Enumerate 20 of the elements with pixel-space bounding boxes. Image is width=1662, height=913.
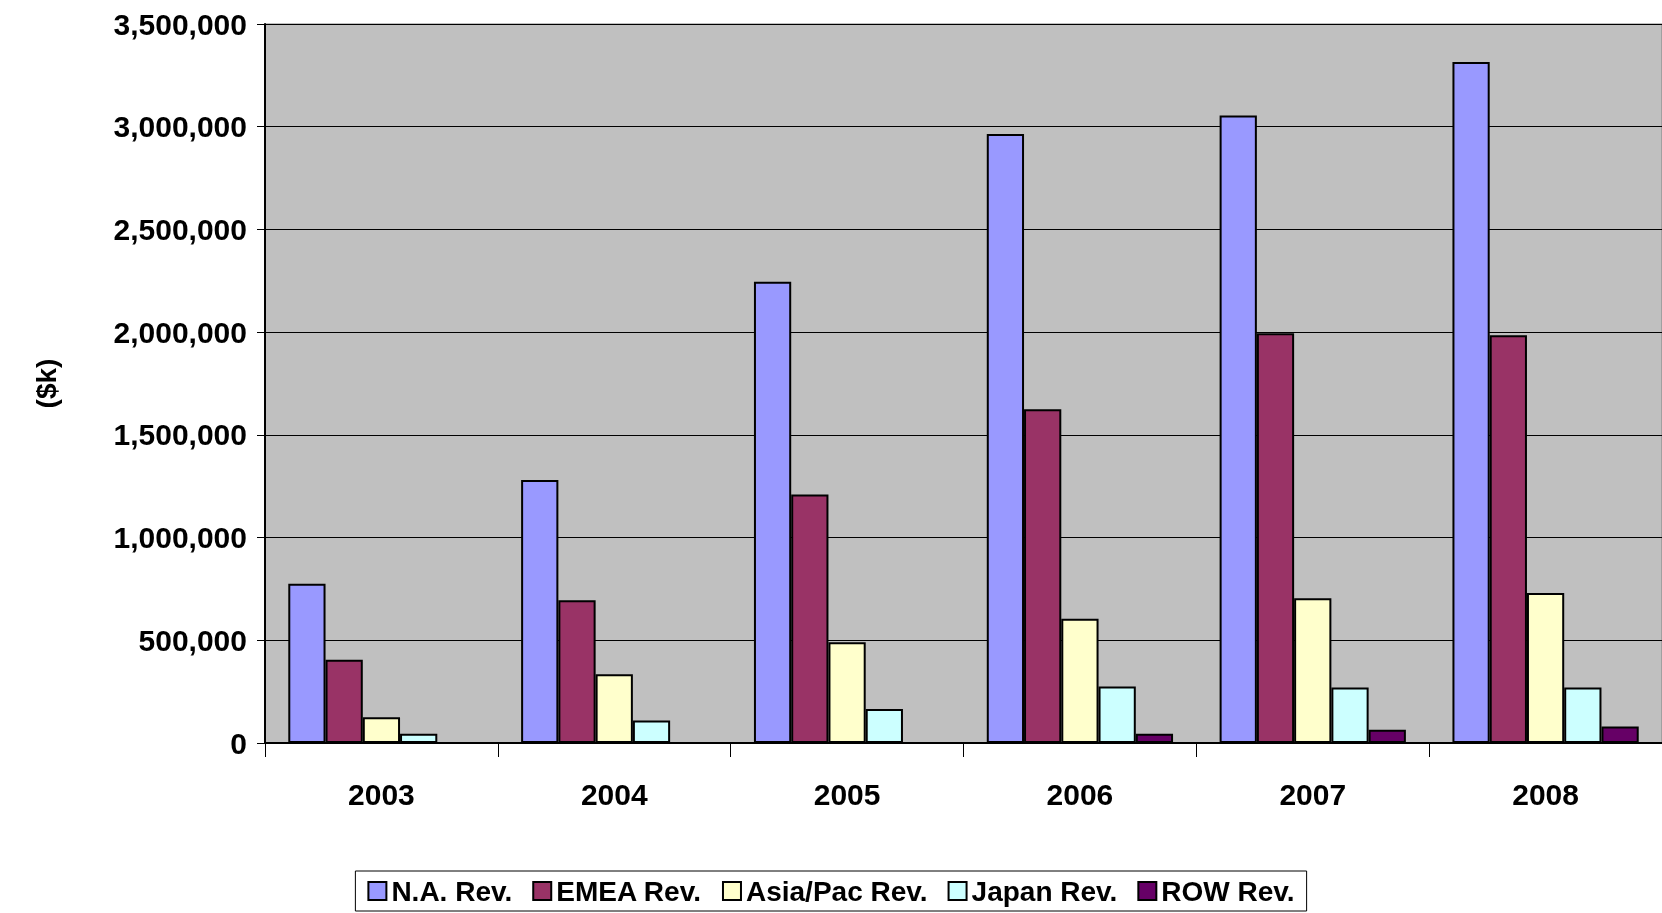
legend-label: Japan Rev. bbox=[971, 875, 1118, 907]
x-tick-label: 2004 bbox=[580, 777, 648, 811]
x-tick-label: 2005 bbox=[813, 777, 881, 811]
x-tick-label: 2006 bbox=[1046, 777, 1114, 811]
y-tick-label: 3,000,000 bbox=[113, 110, 247, 144]
y-tick-label: 0 bbox=[230, 726, 247, 760]
y-tick-label: 500,000 bbox=[138, 623, 247, 657]
y-tick-label: 1,000,000 bbox=[113, 521, 247, 555]
x-tick-label: 2007 bbox=[1279, 777, 1347, 811]
y-tick-label: 2,000,000 bbox=[113, 315, 247, 349]
y-axis-title: ($k) bbox=[30, 358, 62, 409]
y-tick-label: 3,500,000 bbox=[113, 7, 247, 41]
legend-label: Asia/Pac Rev. bbox=[745, 875, 928, 907]
x-tick-label: 2008 bbox=[1512, 777, 1579, 811]
legend-label: ROW Rev. bbox=[1161, 875, 1295, 907]
y-tick-label: 2,500,000 bbox=[113, 212, 247, 246]
legend-label: N.A. Rev. bbox=[391, 875, 513, 907]
x-tick-label: 2003 bbox=[348, 777, 415, 811]
y-tick-label: 1,500,000 bbox=[113, 418, 247, 452]
legend-label: EMEA Rev. bbox=[556, 875, 701, 907]
